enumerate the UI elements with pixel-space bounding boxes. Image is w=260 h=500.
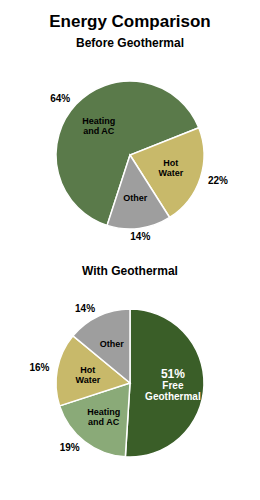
svg-text:Other: Other [100, 339, 125, 349]
svg-text:19%: 19% [60, 442, 80, 453]
svg-text:Heatingand AC: Heatingand AC [87, 407, 120, 427]
html-text:With Geothermal: With Geothermal [82, 264, 178, 278]
svg-text:HotWater: HotWater [158, 158, 183, 178]
svg-text:HotWater: HotWater [76, 365, 101, 385]
svg-text:64%: 64% [50, 93, 70, 104]
svg-text:16%: 16% [29, 362, 49, 373]
svg-text:51%FreeGeothermal: 51%FreeGeothermal [145, 367, 201, 402]
svg-text:Heatingand AC: Heatingand AC [82, 116, 115, 136]
svg-text:14%: 14% [130, 231, 150, 242]
svg-text:Other: Other [123, 193, 148, 203]
svg-text:14%: 14% [75, 303, 95, 314]
html-text:Energy Comparison: Energy Comparison [49, 12, 211, 31]
svg-text:22%: 22% [208, 175, 228, 186]
html-text:Before Geothermal: Before Geothermal [76, 36, 184, 50]
